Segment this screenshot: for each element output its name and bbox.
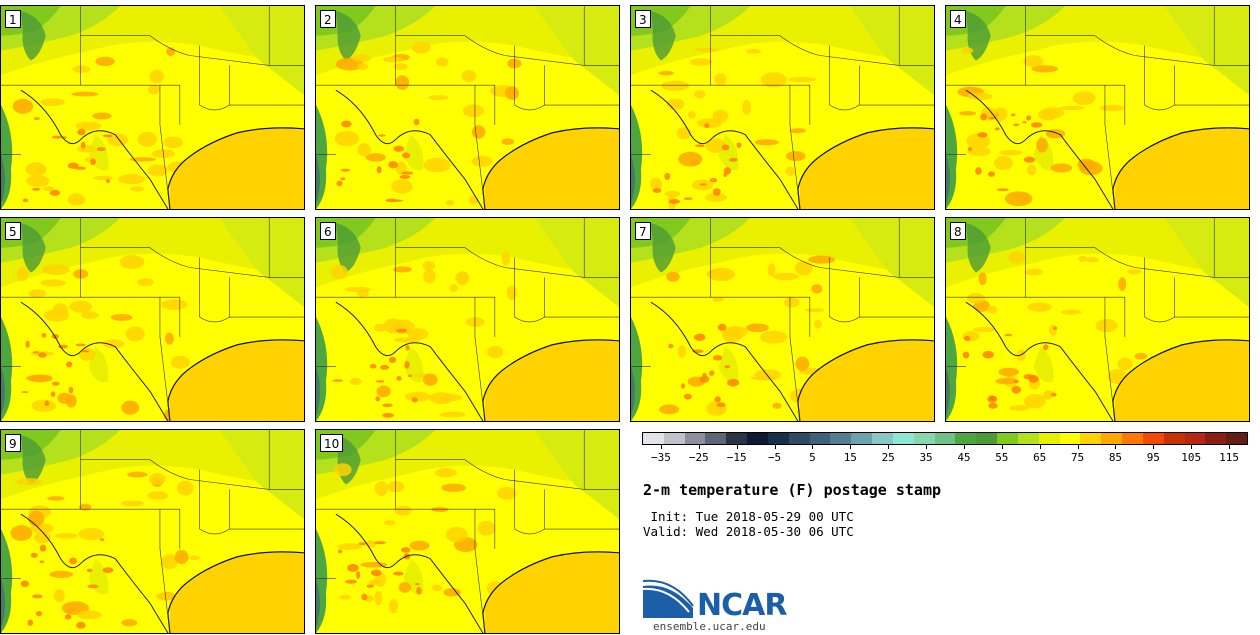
colorbar-swatch [830,433,852,444]
colorbar-swatch [767,433,789,444]
colorbar-swatch [663,433,685,444]
colorbar-swatch [851,433,873,444]
colorbar-swatch [1101,433,1123,444]
colorbar-tick [1039,445,1041,449]
panel-label: 10 [320,434,344,452]
colorbar-swatch [997,433,1018,444]
colorbar-tick [698,445,700,449]
colorbar-tick [1115,445,1117,449]
colorbar-swatch [1163,433,1185,444]
colorbar-tick-label: −25 [688,451,709,464]
panel-6: 6 [315,217,620,422]
colorbar-tick [736,445,738,449]
colorbar-swatch [1184,433,1206,444]
colorbar-tick [1077,445,1079,449]
temperature-map [1,430,304,633]
temperature-map [631,218,934,421]
colorbar-tick-label: 85 [1108,451,1123,464]
temperature-map [316,430,619,633]
panel-label: 5 [5,222,21,240]
colorbar-swatch [1059,433,1081,444]
colorbar-swatch [1142,433,1164,444]
panel-7: 7 [630,217,935,422]
panel-10: 10 [315,429,620,634]
temperature-map [946,218,1249,421]
colorbar-tick-label: 115 [1219,451,1239,464]
panel-label: 3 [635,10,651,28]
colorbar-tick-label: 5 [809,451,816,464]
temperature-map [631,6,934,209]
colorbar-swatch [892,433,914,444]
colorbar-tick [963,445,965,449]
colorbar-swatch [643,433,664,444]
colorbar-swatch [788,433,810,444]
colorbar-tick [660,445,662,449]
colorbar-tick-label: 55 [995,451,1009,464]
temperature-map [946,6,1249,209]
panel-label: 6 [320,222,336,240]
colorbar-swatch [1038,433,1060,444]
colorbar-swatch [934,433,956,444]
colorbar-tick-label: −35 [651,451,671,464]
colorbar-swatch [684,433,706,444]
colorbar-tick-label: 35 [919,451,933,464]
colorbar-tick [1191,445,1193,449]
colorbar-tick-label: 25 [881,451,895,464]
panel-9: 9 [0,429,305,634]
temperature-colorbar [642,432,1248,445]
panel-1: 1 [0,5,305,210]
temperature-map [1,6,304,209]
colorbar-tick [926,445,928,449]
panel-3: 3 [630,5,935,210]
colorbar-swatch [1080,433,1102,444]
panel-5: 5 [0,217,305,422]
colorbar-swatch [747,433,768,444]
init-time: Init: Tue 2018-05-29 00 UTC [643,509,854,524]
temperature-map [1,218,304,421]
colorbar-swatch [809,433,831,444]
colorbar-tick [850,445,852,449]
colorbar-tick [774,445,776,449]
colorbar-swatch [976,433,998,444]
colorbar-tick [1001,445,1003,449]
colorbar-swatch [1205,433,1227,444]
colorbar-tick [1229,445,1231,449]
panel-label: 4 [950,10,966,28]
colorbar-swatch [1017,433,1039,444]
colorbar-tick-label: 95 [1146,451,1160,464]
site-url: ensemble.ucar.edu [653,620,766,633]
colorbar-swatch [726,433,748,444]
panel-4: 4 [945,5,1250,210]
colorbar-tick-label: −15 [726,451,747,464]
panel-label: 9 [5,434,21,452]
colorbar-tick-label: 105 [1181,451,1202,464]
panel-2: 2 [315,5,620,210]
colorbar-tick [1153,445,1155,449]
ncar-logo-icon [643,579,694,618]
panel-label: 1 [5,10,21,28]
panel-label: 8 [950,222,966,240]
colorbar-tick-label: 45 [957,451,971,464]
colorbar-swatch [955,433,977,444]
colorbar-tick-label: −5 [767,451,782,464]
colorbar-tick-label: 15 [843,451,857,464]
colorbar-tick [812,445,814,449]
temperature-map [316,6,619,209]
panel-label: 2 [320,10,336,28]
colorbar-swatch [1122,433,1143,444]
plot-title: 2-m temperature (F) postage stamp [643,481,942,499]
colorbar-swatch [1226,433,1248,444]
valid-time: Valid: Wed 2018-05-30 06 UTC [643,524,854,539]
panel-label: 7 [635,222,651,240]
colorbar-swatch [872,433,893,444]
colorbar-tick-label: 65 [1033,451,1047,464]
colorbar-tick [888,445,890,449]
colorbar-swatch [705,433,727,444]
colorbar-ticks: −35 −25 −15 −5 5 15 25 35 45 55 65 75 85 95 105 115 [642,445,1248,467]
colorbar-tick-label: 75 [1070,451,1085,464]
ncar-logo-text: NCAR [697,588,787,623]
temperature-map [316,218,619,421]
colorbar-swatch [913,433,935,444]
panel-8: 8 [945,217,1250,422]
